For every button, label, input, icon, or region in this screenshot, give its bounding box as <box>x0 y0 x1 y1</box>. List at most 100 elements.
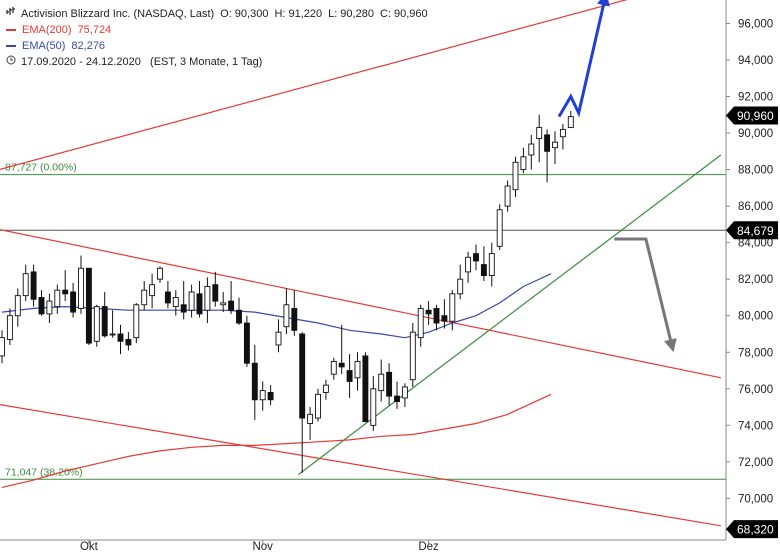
legend-low-value: 90,280 <box>340 8 374 20</box>
candle <box>473 244 479 271</box>
candle-body <box>78 267 84 309</box>
candle-body <box>559 128 566 138</box>
y-tick-label: 94,000 <box>738 55 773 67</box>
candle-body <box>125 339 132 346</box>
candle-body <box>567 116 574 129</box>
ema50-label: EMA(50) <box>22 40 66 52</box>
candle-body <box>457 278 464 295</box>
candle-body <box>6 315 13 340</box>
legend-ema200-row: EMA(200) 75,724 <box>6 22 428 38</box>
candle <box>38 290 45 316</box>
price-badge-bg <box>726 106 778 125</box>
candle-body <box>204 286 211 311</box>
candle-body <box>212 284 219 302</box>
candle-body <box>275 331 282 346</box>
candle-body <box>473 253 479 262</box>
candle-body <box>338 362 345 368</box>
candle-body <box>149 284 156 297</box>
candle <box>188 284 195 318</box>
candle-body <box>394 395 400 403</box>
down-arrow-path <box>614 237 673 342</box>
candle <box>133 302 140 344</box>
candle <box>433 304 440 331</box>
candle-body <box>417 307 424 339</box>
down-arrow-head <box>664 338 677 353</box>
legend-close-value: 90,960 <box>393 8 428 20</box>
candle-body <box>291 307 298 331</box>
candle-body <box>315 393 321 419</box>
candle-body <box>536 127 543 139</box>
candle <box>30 264 37 307</box>
candle <box>228 281 235 314</box>
up-arrow-head <box>597 0 610 7</box>
candle-body <box>267 392 274 401</box>
candle <box>378 359 385 402</box>
candle <box>322 379 329 400</box>
candle-body <box>188 291 195 311</box>
ema200-swatch <box>6 29 16 31</box>
candle-body <box>157 267 163 280</box>
candle-body <box>46 300 53 315</box>
candle <box>520 147 527 174</box>
candle <box>504 180 511 212</box>
candle-body <box>251 362 258 401</box>
channel-trendline <box>0 404 721 527</box>
y-tick-label: 74,000 <box>738 420 773 432</box>
candle-body <box>70 291 77 313</box>
candle-body <box>133 304 140 339</box>
candle <box>78 255 84 314</box>
candle-body <box>386 371 393 397</box>
candle <box>528 134 535 170</box>
candle-body <box>370 388 377 426</box>
candle-body <box>180 304 187 313</box>
legend-close-label: C: <box>379 8 391 20</box>
price-badge-label: 84,679 <box>737 224 774 238</box>
candle <box>70 282 77 318</box>
candle <box>354 352 361 391</box>
y-tick-label: 80,000 <box>738 311 773 323</box>
price-badge-bg <box>726 520 778 539</box>
trendlines <box>0 0 722 527</box>
candle <box>346 354 353 398</box>
x-tick-label: Okt <box>80 541 99 553</box>
channel-trendline <box>0 0 628 171</box>
instrument-icon <box>6 6 16 22</box>
candle-body <box>409 331 416 381</box>
candle <box>236 297 242 325</box>
candle <box>559 123 566 150</box>
candle <box>172 290 179 316</box>
price-badge: 90,960 <box>726 106 778 125</box>
candle-body <box>14 295 21 317</box>
candle-body <box>101 306 108 337</box>
legend-title: Activision Blizzard Inc. (NASDAQ, Last) <box>21 8 215 20</box>
candle <box>552 131 558 165</box>
candle <box>544 129 551 183</box>
candle <box>109 310 116 338</box>
candle-body <box>496 209 503 247</box>
candle-body <box>299 333 306 419</box>
candle <box>465 251 472 283</box>
candle <box>386 363 393 406</box>
candle <box>220 291 227 313</box>
candle <box>125 332 132 351</box>
candle <box>0 330 5 364</box>
candle <box>417 304 424 347</box>
legend-title-row: Activision Blizzard Inc. (NASDAQ, Last) … <box>6 6 428 22</box>
candle <box>488 242 495 287</box>
candle <box>307 407 314 440</box>
candle-body <box>480 264 487 276</box>
y-tick-label: 82,000 <box>738 274 773 286</box>
candle <box>441 299 448 329</box>
candle-body <box>520 156 527 171</box>
candle-body <box>346 370 353 382</box>
price-badge: 84,679 <box>726 221 778 240</box>
candle <box>394 381 400 409</box>
legend-period-row: 17.09.2020 - 24.12.2020 (EST, 3 Monate, … <box>6 54 428 70</box>
candle <box>101 291 108 338</box>
candle-body <box>164 291 171 304</box>
x-tick-label: Dez <box>418 541 439 553</box>
candle <box>315 388 321 422</box>
candle-body <box>228 300 235 311</box>
legend-open-value: 90,300 <box>234 8 269 20</box>
